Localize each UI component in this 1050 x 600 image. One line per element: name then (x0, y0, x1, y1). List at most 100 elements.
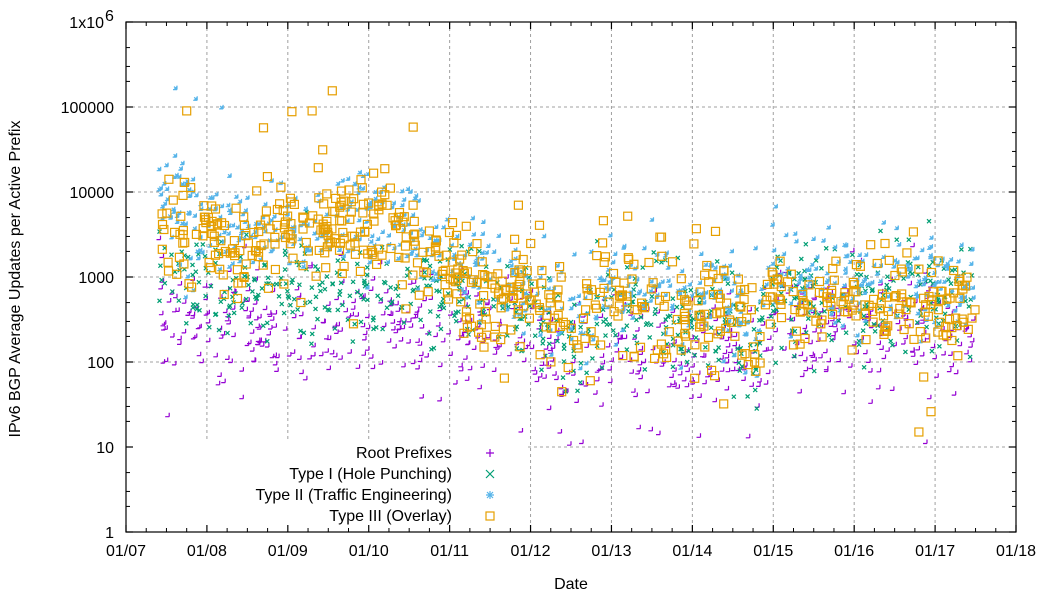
marker-stroke (345, 240, 355, 250)
data-point (174, 219, 180, 224)
data-point (797, 276, 803, 281)
data-point (372, 196, 378, 201)
marker-stroke (183, 221, 188, 226)
data-point (674, 304, 680, 310)
marker-stroke (719, 265, 729, 275)
marker-stroke (181, 299, 187, 304)
data-point (868, 368, 873, 373)
marker-stroke (554, 301, 565, 311)
marker-stroke (929, 348, 935, 354)
marker-stroke (802, 268, 807, 274)
data-point (679, 315, 689, 325)
marker-stroke (508, 262, 514, 268)
data-point (558, 317, 568, 327)
data-point (770, 261, 775, 266)
marker-stroke (592, 251, 602, 261)
data-point (700, 342, 710, 352)
data-point (654, 252, 660, 257)
marker-stroke (678, 365, 683, 370)
marker-stroke (622, 291, 632, 301)
data-point (222, 308, 228, 314)
marker-stroke (933, 305, 943, 315)
data-point (369, 216, 379, 226)
data-point (736, 360, 742, 366)
marker-stroke (347, 293, 353, 299)
marker-stroke (386, 338, 392, 343)
marker-stroke (762, 279, 773, 289)
marker-stroke (896, 264, 906, 274)
marker-stroke (809, 351, 814, 357)
data-point (629, 259, 639, 269)
data-point (707, 314, 713, 320)
marker-stroke (457, 250, 467, 260)
marker-stroke (462, 252, 468, 258)
marker-stroke (163, 257, 173, 267)
marker-stroke (648, 322, 654, 328)
data-point (670, 296, 676, 302)
data-point (729, 288, 734, 293)
marker-stroke (313, 294, 319, 300)
data-point (810, 353, 816, 358)
data-point (809, 351, 814, 357)
marker-stroke (795, 339, 805, 349)
data-point (912, 255, 917, 261)
marker-stroke (874, 271, 880, 276)
data-point (532, 370, 538, 375)
data-point (861, 364, 867, 370)
data-point (646, 284, 656, 294)
data-point (908, 266, 913, 271)
data-point (755, 332, 765, 342)
data-point (205, 263, 215, 273)
data-point (285, 239, 295, 249)
marker-stroke (707, 314, 713, 320)
data-point (298, 261, 308, 271)
marker-stroke (326, 335, 332, 341)
data-point (424, 353, 429, 358)
data-point (858, 339, 864, 345)
marker-stroke (770, 222, 775, 227)
marker-stroke (260, 323, 266, 329)
marker-stroke (645, 388, 650, 394)
data-point (249, 329, 255, 334)
data-point (913, 283, 919, 289)
marker-stroke (426, 331, 432, 336)
data-point (635, 369, 640, 375)
marker-stroke (303, 206, 308, 211)
data-point (929, 348, 935, 354)
data-point (430, 242, 440, 252)
marker-stroke (969, 337, 975, 343)
data-point (224, 316, 230, 322)
marker-stroke (326, 365, 331, 371)
data-point (434, 251, 444, 261)
marker-stroke (208, 283, 214, 289)
marker-stroke (463, 294, 469, 300)
marker-stroke (427, 263, 433, 269)
marker-stroke (504, 263, 510, 269)
data-point (430, 269, 435, 274)
marker-stroke (821, 238, 826, 243)
marker-stroke (713, 329, 723, 339)
data-point (574, 398, 579, 403)
data-point (243, 296, 249, 302)
data-point (405, 186, 410, 191)
data-point (575, 388, 580, 394)
marker-stroke (677, 291, 683, 297)
marker-stroke (270, 282, 276, 288)
marker-stroke (731, 352, 737, 358)
marker-stroke (706, 365, 717, 375)
data-point (237, 258, 242, 264)
marker-stroke (417, 357, 423, 363)
data-point (599, 402, 604, 407)
data-point (529, 344, 535, 350)
data-point (725, 310, 731, 315)
data-point (724, 385, 730, 391)
data-point (578, 324, 584, 330)
marker-stroke (388, 284, 394, 290)
marker-stroke (629, 351, 639, 361)
data-point (930, 343, 936, 349)
marker-stroke (177, 335, 182, 341)
data-point (677, 361, 683, 366)
marker-stroke (226, 313, 232, 319)
data-point (880, 238, 890, 249)
marker-stroke (252, 300, 258, 305)
